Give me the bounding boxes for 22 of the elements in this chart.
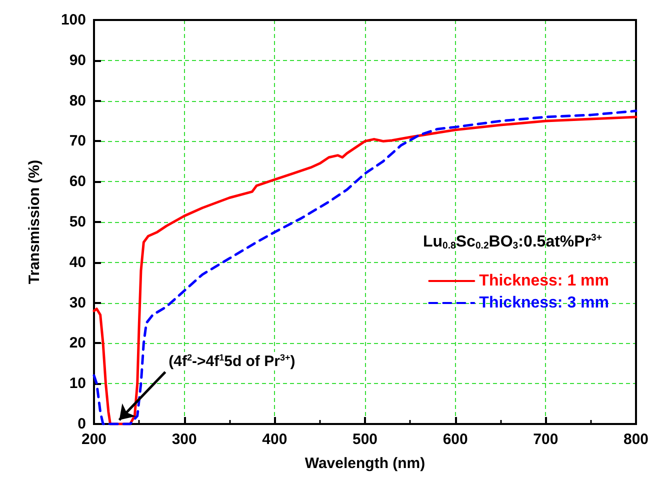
y-tick-label: 0 — [78, 416, 86, 432]
y-tick-label: 90 — [69, 52, 86, 69]
y-tick-label: 70 — [69, 132, 86, 150]
y-tick-label: 60 — [69, 173, 86, 190]
y-tick-label: 50 — [69, 214, 86, 230]
x-tick-label: 800 — [623, 431, 649, 448]
x-tick-label: 200 — [81, 431, 107, 448]
y-tick-label: 20 — [69, 334, 86, 352]
x-tick-label: 700 — [533, 431, 558, 448]
legend-label: Thickness: 1 mm — [479, 272, 609, 290]
legend-label: Thickness: 3 mm — [479, 294, 609, 312]
x-axis-title: Wavelength (nm) — [304, 455, 426, 472]
y-tick-label: 100 — [60, 12, 86, 28]
x-tick-label: 500 — [352, 431, 378, 448]
x-tick-label: 300 — [172, 431, 197, 448]
y-axis-title: Transmission (%) — [26, 160, 43, 284]
y-tick-label: 30 — [69, 294, 86, 312]
y-tick-label: 40 — [69, 254, 86, 271]
y-tick-label: 80 — [69, 92, 86, 110]
y-tick-label: 10 — [69, 375, 86, 392]
x-tick-label: 600 — [442, 431, 468, 448]
x-tick-label: 400 — [262, 431, 288, 448]
